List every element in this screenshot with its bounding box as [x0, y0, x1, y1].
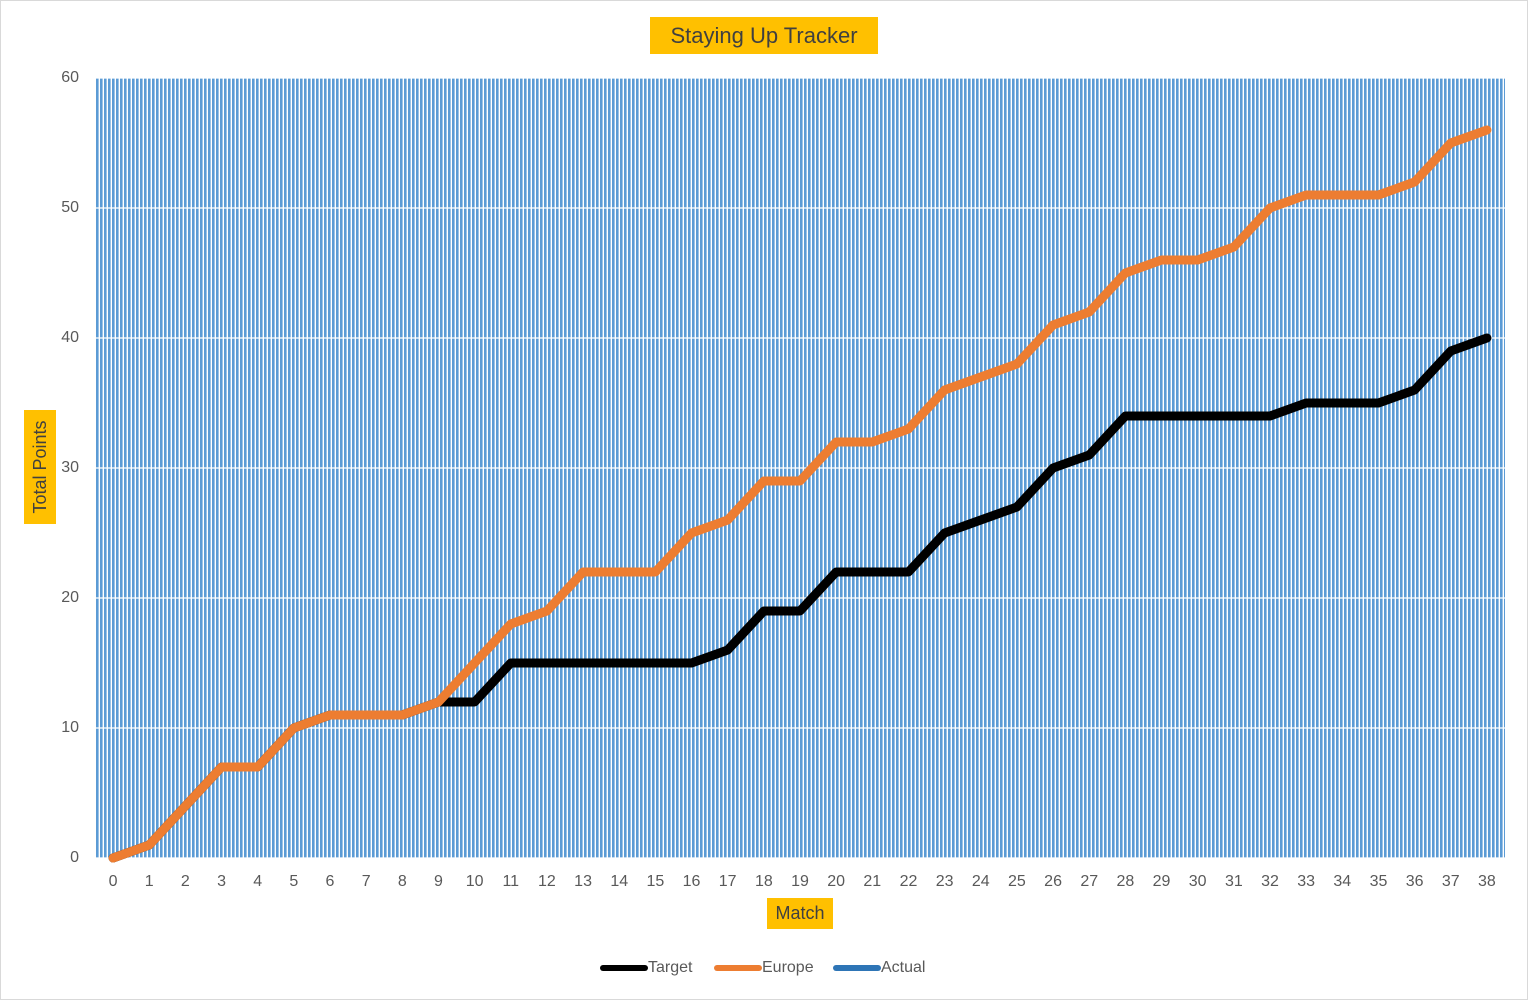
x-tick-label: 31: [1225, 873, 1243, 890]
x-tick-label: 3: [217, 873, 226, 890]
y-axis-title: Total Points: [30, 420, 50, 513]
y-tick-label: 30: [61, 459, 79, 476]
x-tick-label: 12: [538, 873, 556, 890]
x-tick-label: 11: [502, 873, 519, 890]
y-tick-label: 0: [70, 849, 79, 866]
x-tick-label: 13: [574, 873, 592, 890]
x-tick-label: 25: [1008, 873, 1026, 890]
x-title-box: [767, 898, 833, 929]
x-tick-label: 35: [1370, 873, 1388, 890]
legend-label: Target: [648, 959, 693, 976]
x-tick-label: 27: [1080, 873, 1098, 890]
x-tick-label: 20: [827, 873, 845, 890]
y-tick-label: 40: [61, 329, 79, 346]
x-tick-label: 0: [109, 873, 118, 890]
x-tick-label: 15: [646, 873, 664, 890]
x-axis-title: Match: [775, 903, 824, 923]
x-tick-label: 32: [1261, 873, 1279, 890]
x-tick-label: 9: [434, 873, 443, 890]
y-tick-label: 60: [61, 69, 79, 86]
x-tick-label: 29: [1153, 873, 1171, 890]
y-tick-label: 50: [61, 199, 79, 216]
x-tick-label: 6: [326, 873, 335, 890]
x-tick-label: 36: [1406, 873, 1424, 890]
y-tick-label: 20: [61, 589, 79, 606]
x-tick-label: 23: [936, 873, 954, 890]
legend-label: Actual: [881, 959, 925, 976]
x-tick-label: 17: [719, 873, 737, 890]
x-tick-label: 10: [466, 873, 484, 890]
x-tick-label: 24: [972, 873, 990, 890]
x-tick-label: 2: [181, 873, 190, 890]
x-tick-label: 34: [1333, 873, 1351, 890]
chart-title: Staying Up Tracker: [670, 23, 857, 48]
x-tick-label: 19: [791, 873, 809, 890]
x-tick-label: 1: [145, 873, 154, 890]
x-tick-label: 8: [398, 873, 407, 890]
x-tick-label: 38: [1478, 873, 1496, 890]
series-line: [108, 125, 1492, 863]
x-tick-label: 22: [900, 873, 918, 890]
x-tick-label: 14: [610, 873, 628, 890]
x-tick-label: 33: [1297, 873, 1315, 890]
x-tick-label: 5: [289, 873, 298, 890]
x-tick-label: 26: [1044, 873, 1062, 890]
x-tick-label: 7: [362, 873, 371, 890]
y-title-box: [24, 410, 56, 524]
title-box: [650, 17, 878, 54]
x-tick-label: 30: [1189, 873, 1207, 890]
x-tick-label: 4: [253, 873, 262, 890]
x-tick-label: 21: [863, 873, 881, 890]
y-tick-label: 10: [61, 719, 79, 736]
x-tick-label: 16: [683, 873, 701, 890]
legend-label: Europe: [762, 959, 814, 976]
x-tick-label: 28: [1116, 873, 1134, 890]
x-tick-label: 18: [755, 873, 773, 890]
x-tick-label: 37: [1442, 873, 1460, 890]
